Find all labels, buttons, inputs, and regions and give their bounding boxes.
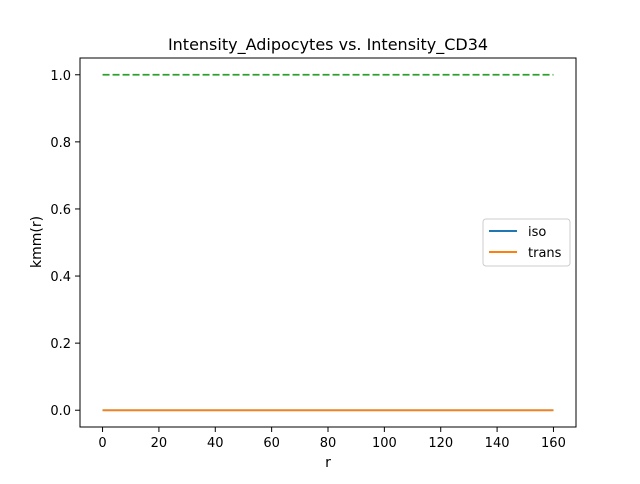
- y-tick-label: 0.6: [50, 203, 71, 218]
- x-tick-label: 80: [320, 436, 337, 451]
- y-axis-label: kmm(r): [29, 216, 45, 268]
- x-tick-label: 0: [98, 436, 106, 451]
- series-layer: [102, 73, 554, 412]
- x-tick-label: 60: [263, 436, 280, 451]
- legend: iso trans: [482, 218, 571, 267]
- x-tick-label: 40: [207, 436, 224, 451]
- y-tick-label: 0.8: [50, 136, 71, 151]
- y-tick-label: 0.4: [50, 270, 71, 285]
- x-axis-label: r: [325, 455, 331, 471]
- legend-label-iso: iso: [528, 225, 546, 240]
- x-tick-label: 140: [485, 436, 510, 451]
- chart-title: Intensity_Adipocytes vs. Intensity_CD34: [168, 35, 488, 55]
- x-tick-label: 160: [541, 436, 566, 451]
- x-tick-label: 100: [372, 436, 397, 451]
- x-axis-ticks: 0 20 40 60 80 100 120 140 160: [98, 427, 566, 451]
- legend-label-trans: trans: [528, 246, 562, 261]
- y-tick-label: 0.2: [50, 337, 71, 352]
- y-tick-label: 1.0: [50, 69, 71, 84]
- x-tick-label: 120: [428, 436, 453, 451]
- x-tick-label: 20: [151, 436, 168, 451]
- y-axis-ticks: 0.0 0.2 0.4 0.6 0.8 1.0: [50, 69, 80, 419]
- y-tick-label: 0.0: [50, 404, 71, 419]
